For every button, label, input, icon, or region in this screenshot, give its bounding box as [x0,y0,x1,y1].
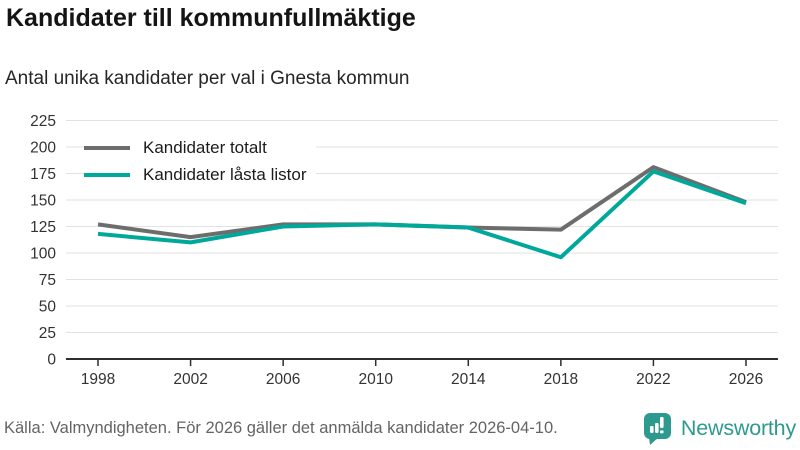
legend: Kandidater totalt Kandidater låsta listo… [84,134,317,188]
chart-subtitle: Antal unika kandidater per val i Gnesta … [5,68,410,89]
newsworthy-wordmark: Newsworthy [680,415,796,440]
y-tick-label: 200 [30,140,56,157]
y-tick-label: 25 [39,325,56,342]
newsworthy-speech-bubble-icon [643,413,671,445]
x-tick-label: 2002 [173,371,207,388]
legend-swatch-lasta-listor [84,172,130,177]
x-tick-label: 2026 [729,371,763,388]
x-tick-label: 2022 [636,371,670,388]
footer: Källa: Valmyndigheten. För 2026 gäller d… [4,411,796,445]
x-tick-label: 2006 [266,371,300,388]
y-tick-label: 175 [30,166,56,183]
y-tick-label: 100 [30,246,56,263]
x-tick-label: 1998 [81,371,115,388]
legend-label-totalt: Kandidater totalt [143,137,267,157]
y-tick-label: 125 [30,219,56,236]
y-tick-label: 50 [39,299,57,316]
legend-swatch-totalt [84,145,130,150]
x-tick-label: 2018 [544,371,578,388]
legend-item-kandidater-totalt: Kandidater totalt [84,134,306,161]
x-tick-label: 2010 [358,371,393,388]
source-note: Källa: Valmyndigheten. För 2026 gäller d… [4,418,558,437]
x-tick-label: 2014 [451,371,486,388]
y-tick-label: 225 [30,113,56,130]
y-tick-label: 150 [30,193,56,210]
y-tick-label: 75 [39,272,56,289]
series-line-1 [97,169,747,260]
legend-item-kandidater-lasta-listor: Kandidater låsta listor [84,161,306,188]
y-tick-label: 0 [47,352,56,369]
chart-title: Kandidater till kommunfullmäktige [6,4,416,32]
legend-label-lasta-listor: Kandidater låsta listor [143,164,307,184]
newsworthy-logo: Newsworthy [642,411,796,445]
